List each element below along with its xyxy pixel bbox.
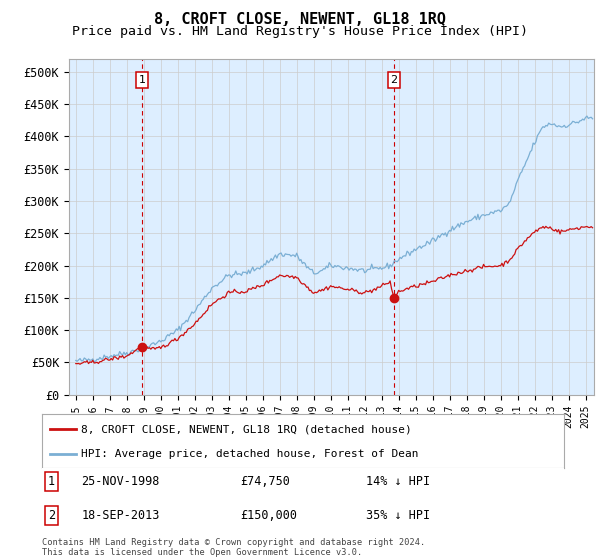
Text: HPI: Average price, detached house, Forest of Dean: HPI: Average price, detached house, Fore… <box>81 449 419 459</box>
Text: 8, CROFT CLOSE, NEWENT, GL18 1RQ: 8, CROFT CLOSE, NEWENT, GL18 1RQ <box>154 12 446 27</box>
Text: 8, CROFT CLOSE, NEWENT, GL18 1RQ (detached house): 8, CROFT CLOSE, NEWENT, GL18 1RQ (detach… <box>81 424 412 435</box>
Text: Contains HM Land Registry data © Crown copyright and database right 2024.
This d: Contains HM Land Registry data © Crown c… <box>42 538 425 557</box>
Text: 14% ↓ HPI: 14% ↓ HPI <box>365 475 430 488</box>
Text: 18-SEP-2013: 18-SEP-2013 <box>81 510 160 522</box>
Text: 2: 2 <box>390 75 397 85</box>
Text: 1: 1 <box>139 75 146 85</box>
Text: £74,750: £74,750 <box>241 475 290 488</box>
Text: Price paid vs. HM Land Registry's House Price Index (HPI): Price paid vs. HM Land Registry's House … <box>72 25 528 38</box>
Text: 25-NOV-1998: 25-NOV-1998 <box>81 475 160 488</box>
Text: £150,000: £150,000 <box>241 510 298 522</box>
Text: 1: 1 <box>48 475 55 488</box>
Text: 35% ↓ HPI: 35% ↓ HPI <box>365 510 430 522</box>
Text: 2: 2 <box>48 510 55 522</box>
